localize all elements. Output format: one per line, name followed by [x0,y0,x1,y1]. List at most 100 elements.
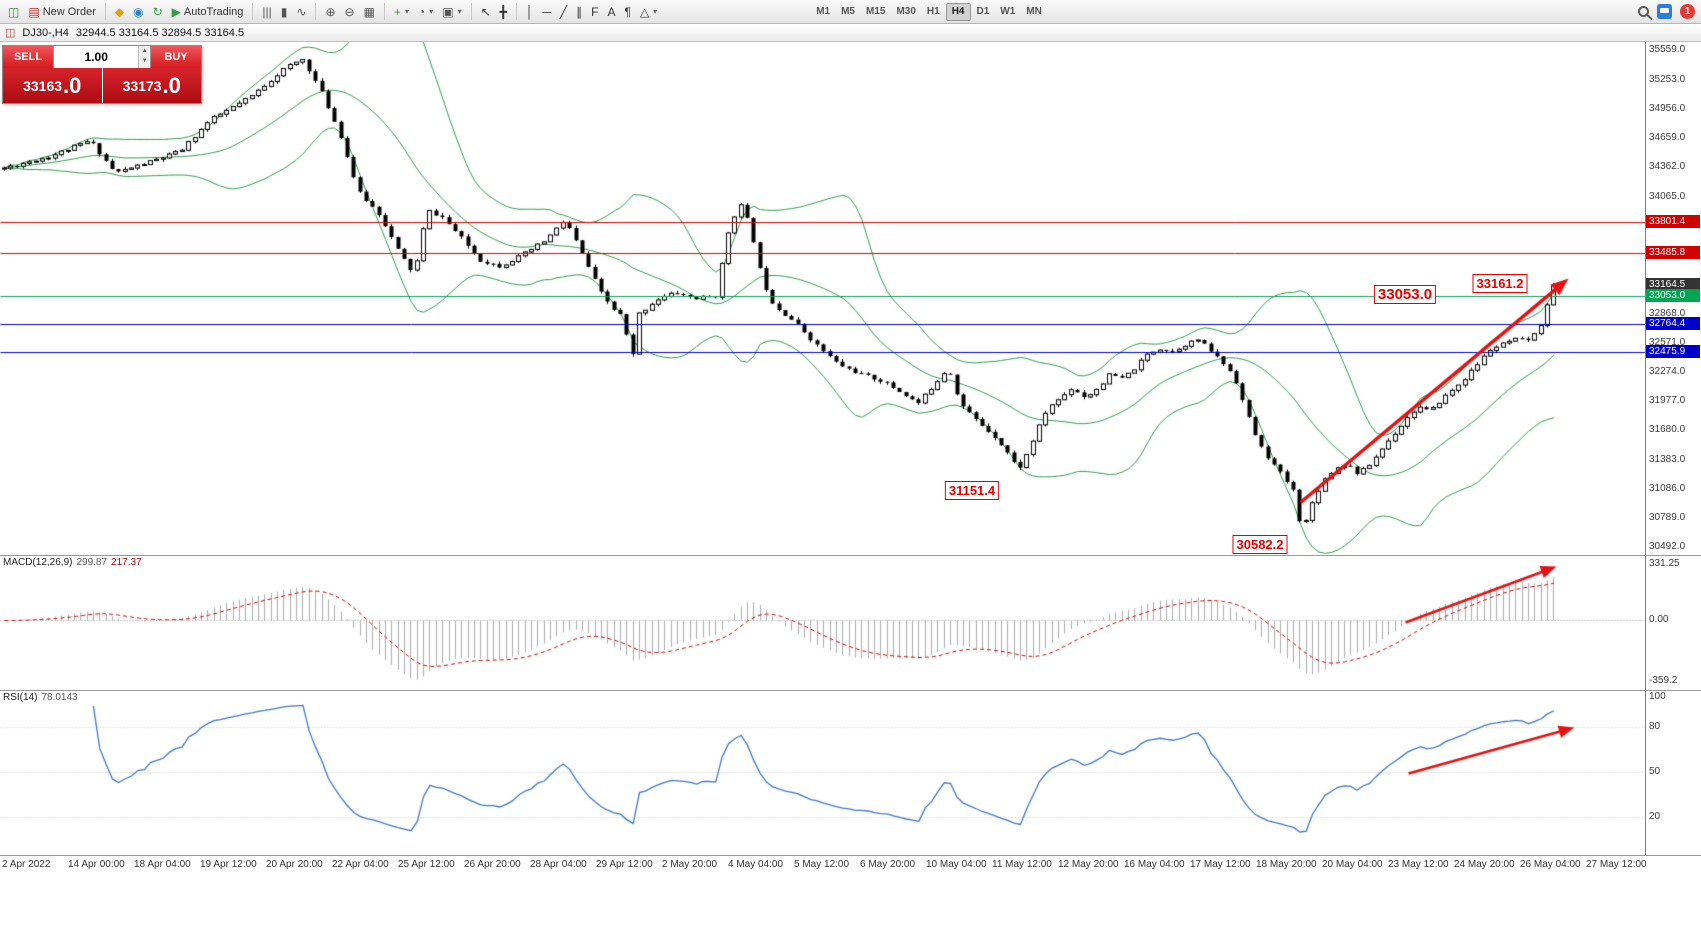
messages-icon[interactable] [1657,4,1672,19]
search-icon[interactable] [1638,6,1649,17]
buy-price[interactable]: 33173.0 [102,68,201,103]
time-label: 12 May 20:00 [1058,859,1119,870]
footer-spacer [0,874,1701,945]
volume-up-button[interactable]: ▲ [141,48,148,54]
time-label: 18 Apr 04:00 [134,859,191,870]
sell-button[interactable]: SELL [3,46,53,68]
level-price-badge: 33053.0 [1646,288,1700,302]
timeframe-w1[interactable]: W1 [1000,6,1016,17]
timeframe-m1[interactable]: M1 [816,6,831,17]
time-label: 29 Apr 12:00 [596,859,653,870]
candlestick-chart-icon[interactable]: ▮ [277,2,292,22]
trendline-icon[interactable]: ╱ [556,2,571,22]
price-chart[interactable]: SELL ▲ ▼ BUY 33163.0 33173 [0,42,1645,555]
metaeditor-icon[interactable]: ◆ [111,2,128,22]
time-label: 27 May 12:00 [1586,859,1647,870]
rsi-plot[interactable]: RSI(14) 78.0143 [0,691,1645,855]
rsi-tick: 20 [1649,811,1661,822]
timeframe-mn[interactable]: MN [1026,6,1042,17]
tile-windows-icon[interactable]: ▦ [360,2,379,22]
new-order-button[interactable]: ▤ New Order [24,2,100,22]
toolbar-separator [515,3,517,20]
dropdown-caret-icon: ▾ [404,7,409,16]
price-annotation[interactable]: 30582.2 [1232,535,1288,554]
time-label: 10 May 04:00 [926,859,987,870]
vertical-line-icon[interactable]: │ [522,2,538,22]
templates-icon[interactable]: ▣ ▾ [438,2,465,22]
new-chart-icon: ◫ [8,4,20,19]
add-indicator-icon: + [393,4,401,19]
dropdown-caret-icon: ▾ [457,7,462,16]
refresh-icon[interactable]: ↻ [149,2,167,22]
channel-icon[interactable]: ∥ [572,2,586,22]
time-label: 14 Apr 00:00 [68,859,125,870]
macd-tick: 0.00 [1649,614,1669,625]
sell-price-main: 33163 [23,77,63,94]
price-tick: 35253.0 [1649,74,1686,85]
price-chart-panel: SELL ▲ ▼ BUY 33163.0 33173 [0,42,1701,555]
tile-windows-icon: ▦ [363,4,375,19]
timeframe-h4[interactable]: H4 [945,2,971,21]
price-annotation[interactable]: 31151.4 [944,481,1000,500]
rsi-header: RSI(14) 78.0143 [3,692,78,703]
label-icon[interactable]: ¶ [620,2,634,22]
periods-icon[interactable]: ◔ ▾ [414,2,437,22]
chart-symbol: DJ30-,H4 [22,26,69,39]
sell-price[interactable]: 33163.0 [3,68,102,103]
cursor-icon[interactable]: ↖ [477,2,495,22]
time-label: 4 May 04:00 [728,859,784,870]
time-label: 25 Apr 12:00 [398,859,455,870]
price-axis[interactable]: 35559.0 35253.0 34956.0 34659.0 34362.0 34065… [1645,42,1700,555]
bar-chart-icon[interactable]: ||| [258,2,275,22]
text-icon[interactable]: A [603,2,619,22]
price-tick: 34362.0 [1649,161,1686,173]
price-tick: 31680.0 [1649,424,1686,436]
horizontal-line-icon[interactable]: ─ [538,2,555,22]
price-annotation[interactable]: 33053.0 [1373,285,1437,304]
timeframe-d1[interactable]: D1 [976,6,990,17]
macd-plot[interactable]: MACD(12,26,9) 299.87 217.37 [0,556,1645,690]
time-axis[interactable]: 2 Apr 2022 14 Apr 00:00 18 Apr 04:00 19 Apr… [0,855,1701,874]
buy-button[interactable]: BUY [151,46,201,68]
add-indicator-icon[interactable]: + ▾ [390,2,413,22]
timeframe-m15[interactable]: M15 [866,6,886,17]
new-chart-icon[interactable]: ◫ [4,2,23,22]
price-annotation[interactable]: 33161.2 [1472,274,1528,293]
rsi-label: RSI(14) [3,692,38,703]
volume-down-button[interactable]: ▼ [141,58,148,64]
sell-price-frac: .0 [63,72,82,98]
metaeditor-icon: ◆ [114,4,125,19]
autotrading-button[interactable]: ▶ AutoTrading [168,2,248,22]
time-label: 19 Apr 12:00 [200,859,257,870]
time-label: 22 Apr 04:00 [332,859,389,870]
line-chart-icon[interactable]: ∿ [292,2,310,22]
timeframe-m5[interactable]: M5 [841,6,855,17]
time-label: 2 May 20:00 [662,859,718,870]
zoom-in-icon[interactable]: ⊕ [321,2,339,22]
panel-separator[interactable] [0,555,1701,556]
price-tick: 30789.0 [1649,511,1686,523]
time-label: 28 Apr 04:00 [530,859,587,870]
price-tick: 35559.0 [1649,44,1686,55]
volume-input[interactable] [54,46,139,68]
macd-label: MACD(12,26,9) [3,557,73,568]
rsi-value: 78.0143 [41,692,78,703]
notification-badge[interactable]: 1 [1680,4,1695,19]
price-tick: 32571.0 [1649,337,1686,349]
rsi-tick: 80 [1649,721,1661,732]
current-price-badge: 33164.5 [1646,277,1700,291]
zoom-out-icon[interactable]: ⊖ [341,2,359,22]
macd-indicator-panel: MACD(12,26,9) 299.87 217.37 331.25 0.00 -359… [0,556,1701,690]
shapes-icon[interactable]: △ ▾ [636,2,661,22]
new-order-icon: ▤ [28,4,40,19]
level-price-badge: 33485.8 [1646,246,1700,260]
crosshair-icon[interactable]: ╋ [496,2,511,22]
fibonacci-icon[interactable]: F [587,2,602,22]
toolbar-separator [383,3,385,20]
timeframe-h1[interactable]: H1 [926,6,940,17]
timeframe-m30[interactable]: M30 [896,6,916,17]
panel-separator[interactable] [0,690,1701,691]
community-icon[interactable]: ◉ [129,2,147,22]
price-tick: 32274.0 [1649,366,1686,378]
